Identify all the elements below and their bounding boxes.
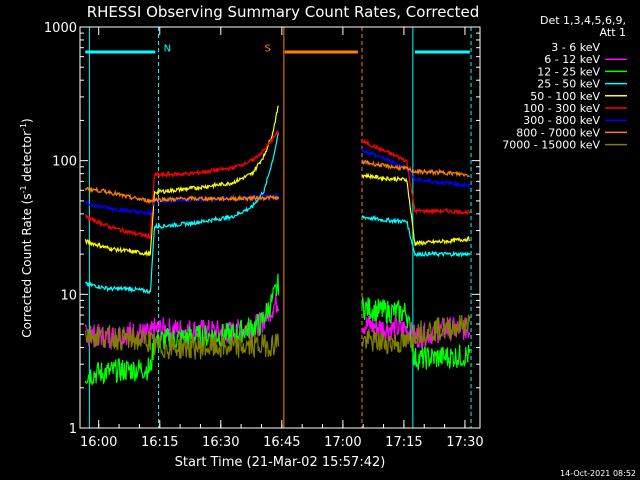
- series-5: [85, 129, 471, 240]
- x-tick-label-2: 16:30: [202, 435, 239, 450]
- legend-label-6: 300 - 800 keV: [523, 114, 600, 127]
- y-tick-label-2: 100: [52, 155, 77, 170]
- series-7: [84, 159, 470, 205]
- y-axis-label-main: Corrected Count Rate (s: [20, 193, 34, 337]
- y-tick-label-1: 10: [60, 288, 77, 303]
- legend-header-1: Det 1,3,4,5,6,9,: [540, 14, 626, 27]
- x-tick-label-6: 17:30: [446, 435, 483, 450]
- y-tick-label-3: 1000: [44, 21, 77, 36]
- footer-date: 14-Oct-2021 08:52: [560, 469, 636, 478]
- series-3: [85, 133, 471, 295]
- legend-label-8: 7000 - 15000 keV: [502, 139, 600, 152]
- y-axis: 1 10 100 1000: [44, 21, 480, 437]
- x-tick-label-0: 16:00: [80, 435, 117, 450]
- legend-label-7: 800 - 7000 keV: [516, 126, 600, 139]
- x-tick-label-3: 16:45: [263, 435, 300, 450]
- x-tick-label-5: 17:15: [385, 435, 422, 450]
- legend-label-0: 3 - 6 keV: [551, 41, 600, 54]
- marker-S: S: [265, 44, 271, 55]
- series-2: [84, 273, 471, 387]
- y-axis-label-sup2: -1: [19, 123, 28, 131]
- chart-title: RHESSI Observing Summary Count Rates, Co…: [87, 3, 480, 21]
- y-axis-label: Corrected Count Rate (s-1 detector-1): [19, 118, 34, 337]
- marker-N: N: [164, 44, 171, 55]
- legend-label-5: 100 - 300 keV: [523, 102, 600, 115]
- legend-label-4: 50 - 100 keV: [530, 90, 600, 103]
- legend-header-2: Att 1: [600, 26, 626, 39]
- legend-label-1: 6 - 12 keV: [544, 53, 600, 66]
- y-axis-label-end: ): [20, 118, 34, 123]
- legend-label-3: 25 - 50 keV: [537, 78, 600, 91]
- y-axis-label-mid: detector: [20, 131, 34, 186]
- x-tick-label-1: 16:15: [141, 435, 178, 450]
- legend-label-2: 12 - 25 keV: [537, 65, 600, 78]
- plot-frame: [79, 26, 481, 429]
- x-axis: 16:00 16:15 16:30 16:45 17:00 17:15 17:30: [80, 27, 484, 450]
- x-axis-label: Start Time (21-Mar-02 15:57:42): [175, 455, 386, 470]
- y-axis-label-sup1: -1: [19, 185, 28, 193]
- y-tick-label-0: 1: [69, 422, 77, 437]
- series-4: [84, 105, 471, 258]
- series-8: [84, 314, 471, 360]
- x-tick-label-4: 17:00: [324, 435, 361, 450]
